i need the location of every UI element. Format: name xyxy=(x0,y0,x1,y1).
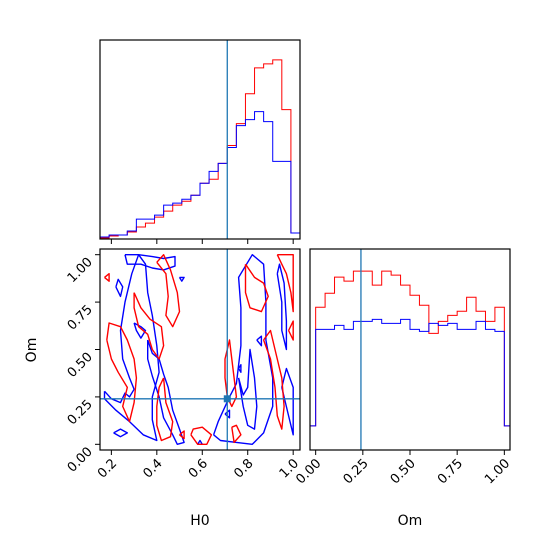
h0-xtick-label: 0.8 xyxy=(231,456,256,481)
contour-line-blue-14 xyxy=(238,364,242,373)
hist-h0-panel xyxy=(99,39,301,244)
contour-line-blue-5 xyxy=(113,428,129,438)
om-xtick-label: 1.00 xyxy=(482,456,513,487)
contour-line-red-21 xyxy=(231,424,242,444)
hist-h0-frame xyxy=(99,39,301,240)
contour-line-blue-11 xyxy=(281,367,294,436)
contour-line-blue-4 xyxy=(133,322,147,339)
contour-line-blue-1 xyxy=(124,253,176,271)
h0-hist-series-red xyxy=(100,59,300,239)
y-axis-label-om: Om xyxy=(24,338,40,363)
contour-line-red-17 xyxy=(156,253,181,328)
contour-line-blue-3 xyxy=(115,278,124,298)
om-ytick-label: 0.25 xyxy=(65,397,96,428)
contour-line-red-20 xyxy=(224,339,238,408)
om-ytick-label: 0.50 xyxy=(65,350,96,381)
om-xtick-label: 0.75 xyxy=(435,456,466,487)
contour-line-red-19 xyxy=(190,426,213,445)
h0-hist-series-blue xyxy=(100,111,300,239)
om-xtick-label: 0.50 xyxy=(388,456,419,487)
om-ytick-label: 0.00 xyxy=(65,445,96,476)
truth-marker xyxy=(223,395,231,403)
hist-om-frame xyxy=(309,248,511,451)
h0-xtick-label: 0.4 xyxy=(140,456,165,481)
hist-om-panel: 0.00 0.25 0.50 0.75 1.00 Om xyxy=(293,248,513,529)
contour-line-blue-0 xyxy=(103,253,160,442)
contour-line-blue-9 xyxy=(237,348,258,430)
om-ytick-label: 1.00 xyxy=(65,255,96,286)
contour-line-red-22 xyxy=(244,263,269,313)
om-xtick-label: 0.00 xyxy=(293,456,324,487)
contour-line-red-25 xyxy=(287,320,294,341)
x-axis-label-h0: H0 xyxy=(190,513,209,529)
om-xtick-label: 0.25 xyxy=(341,456,372,487)
contour-line-red-18 xyxy=(156,377,174,442)
om-hist-series-red xyxy=(310,270,510,450)
contour-line-blue-2 xyxy=(146,339,185,445)
contour-line-red-27 xyxy=(179,430,185,440)
contour-line-red-15 xyxy=(106,322,138,423)
contour-line-red-24 xyxy=(276,253,294,313)
contour-line-blue-6 xyxy=(178,276,185,282)
h0-xtick-label: 0.2 xyxy=(95,456,120,481)
contour-line-red-26 xyxy=(104,273,110,282)
contour-line-red-16 xyxy=(133,292,165,360)
contour-panel: 0.2 0.4 0.6 0.8 1.0 0.000.250.500.751.00 H0 … xyxy=(24,248,302,529)
x-axis-label-om: Om xyxy=(398,513,423,529)
contour-line-blue-13 xyxy=(256,335,263,347)
h0-xtick-label: 0.6 xyxy=(186,456,211,481)
om-hist-series-blue xyxy=(310,318,510,450)
contour-line-blue-10 xyxy=(276,263,288,351)
contour-line-red-23 xyxy=(262,329,285,430)
om-ytick-label: 0.75 xyxy=(65,302,96,333)
